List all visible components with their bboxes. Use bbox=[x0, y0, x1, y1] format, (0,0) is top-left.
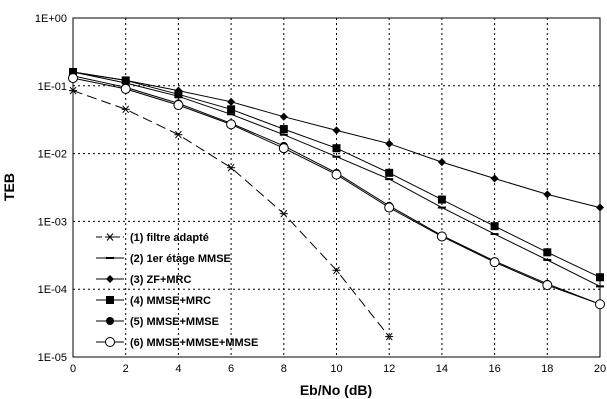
data-point bbox=[106, 317, 114, 325]
data-point bbox=[595, 299, 605, 310]
x-tick-label: 0 bbox=[70, 363, 76, 375]
legend-entry-4: (4) MMSE+MRC bbox=[96, 295, 211, 307]
data-point bbox=[227, 163, 236, 172]
series-6 bbox=[68, 73, 605, 310]
data-point bbox=[436, 231, 447, 242]
series-5 bbox=[69, 71, 604, 309]
data-point bbox=[279, 209, 288, 218]
plot-area-frame bbox=[72, 17, 601, 358]
series-layer bbox=[68, 67, 605, 341]
data-point bbox=[543, 190, 552, 199]
legend-entry-2: (2) 1er étage MMSE bbox=[96, 253, 231, 265]
x-axis-title: Eb/No (dB) bbox=[300, 382, 372, 398]
data-point bbox=[227, 97, 236, 106]
data-point bbox=[227, 105, 236, 114]
data-point bbox=[385, 139, 394, 148]
data-point bbox=[543, 248, 552, 257]
legend-label: (2) 1er étage MMSE bbox=[130, 253, 231, 265]
data-point bbox=[596, 203, 604, 212]
legend-label: (4) MMSE+MRC bbox=[130, 295, 211, 307]
data-point bbox=[490, 222, 499, 231]
data-point bbox=[542, 280, 553, 291]
tick-labels: 0 2 4 6 8 10 12 14 16 18 20 1E+00 1E-01 1E-02 1E-03 1E-… bbox=[35, 13, 606, 375]
data-point bbox=[332, 126, 341, 135]
x-tick-label: 6 bbox=[228, 363, 234, 375]
grid bbox=[73, 18, 600, 357]
data-point bbox=[106, 275, 114, 283]
x-tick-label: 8 bbox=[281, 363, 287, 375]
data-point bbox=[174, 90, 183, 99]
y-tick-label: 1E-02 bbox=[38, 149, 67, 161]
data-point bbox=[385, 332, 394, 341]
y-tick-label: 1E+00 bbox=[35, 13, 67, 25]
legend-label: (3) ZF+MRC bbox=[130, 274, 191, 286]
data-point bbox=[226, 119, 237, 130]
data-point bbox=[332, 144, 341, 153]
data-point bbox=[278, 143, 289, 154]
data-point bbox=[173, 100, 184, 111]
data-point bbox=[121, 76, 130, 85]
y-axis-title: TEB bbox=[1, 173, 17, 201]
legend-label: (1) filtre adapté bbox=[130, 232, 209, 244]
data-point bbox=[106, 233, 114, 241]
data-point bbox=[174, 130, 183, 139]
x-tick-label: 18 bbox=[541, 363, 553, 375]
y-tick-label: 1E-05 bbox=[38, 352, 67, 364]
data-point bbox=[437, 195, 446, 204]
data-point bbox=[490, 174, 499, 183]
data-point bbox=[489, 257, 500, 268]
data-point bbox=[596, 273, 604, 282]
data-point bbox=[120, 83, 131, 94]
series-1 bbox=[69, 86, 394, 341]
y-tick-label: 1E-01 bbox=[38, 81, 67, 93]
x-tick-label: 16 bbox=[488, 363, 500, 375]
x-tick-label: 10 bbox=[330, 363, 342, 375]
y-tick-label: 1E-04 bbox=[38, 284, 67, 296]
data-point bbox=[69, 86, 77, 95]
data-point bbox=[106, 296, 114, 304]
data-point bbox=[279, 112, 288, 121]
legend-label: (5) MMSE+MMSE bbox=[130, 316, 219, 328]
data-point bbox=[385, 168, 394, 177]
data-point bbox=[332, 266, 341, 275]
data-point bbox=[68, 73, 78, 84]
data-point bbox=[279, 125, 288, 134]
data-point bbox=[331, 169, 342, 180]
legend-entry-3: (3) ZF+MRC bbox=[96, 274, 191, 286]
data-point bbox=[384, 202, 395, 213]
legend-label: (6) MMSE+MMSE+MMSE bbox=[130, 337, 258, 349]
legend-entry-5: (5) MMSE+MMSE bbox=[96, 316, 219, 328]
legend-entry-1: (1) filtre adapté bbox=[96, 232, 209, 244]
data-point bbox=[105, 337, 115, 347]
x-tick-label: 2 bbox=[123, 363, 129, 375]
legend: (1) filtre adapté (2) 1er étage MMSE (3) Z… bbox=[96, 232, 258, 349]
x-tick-label: 14 bbox=[436, 363, 448, 375]
y-tick-label: 1E-03 bbox=[38, 216, 67, 228]
legend-entry-6: (6) MMSE+MMSE+MMSE bbox=[96, 337, 258, 349]
x-tick-label: 12 bbox=[383, 363, 395, 375]
x-tick-label: 4 bbox=[175, 363, 181, 375]
data-point bbox=[121, 105, 130, 114]
data-point bbox=[437, 158, 446, 167]
x-tick-label: 20 bbox=[594, 363, 606, 375]
